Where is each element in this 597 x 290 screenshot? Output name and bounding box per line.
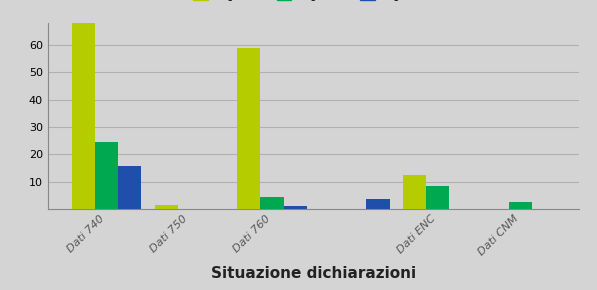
Bar <box>95 142 118 209</box>
Bar <box>155 205 178 209</box>
Bar <box>426 186 449 209</box>
Bar <box>118 166 141 209</box>
Bar <box>284 206 307 209</box>
Bar <box>367 199 389 209</box>
Bar <box>72 18 95 209</box>
X-axis label: Situazione dichiarazioni: Situazione dichiarazioni <box>211 266 416 281</box>
Bar <box>403 175 426 209</box>
Bar <box>238 48 260 209</box>
Legend: Legenda 1, Legenda 2, Legenda 3: Legenda 1, Legenda 2, Legenda 3 <box>189 0 438 5</box>
Bar <box>509 202 532 209</box>
Bar <box>260 197 284 209</box>
